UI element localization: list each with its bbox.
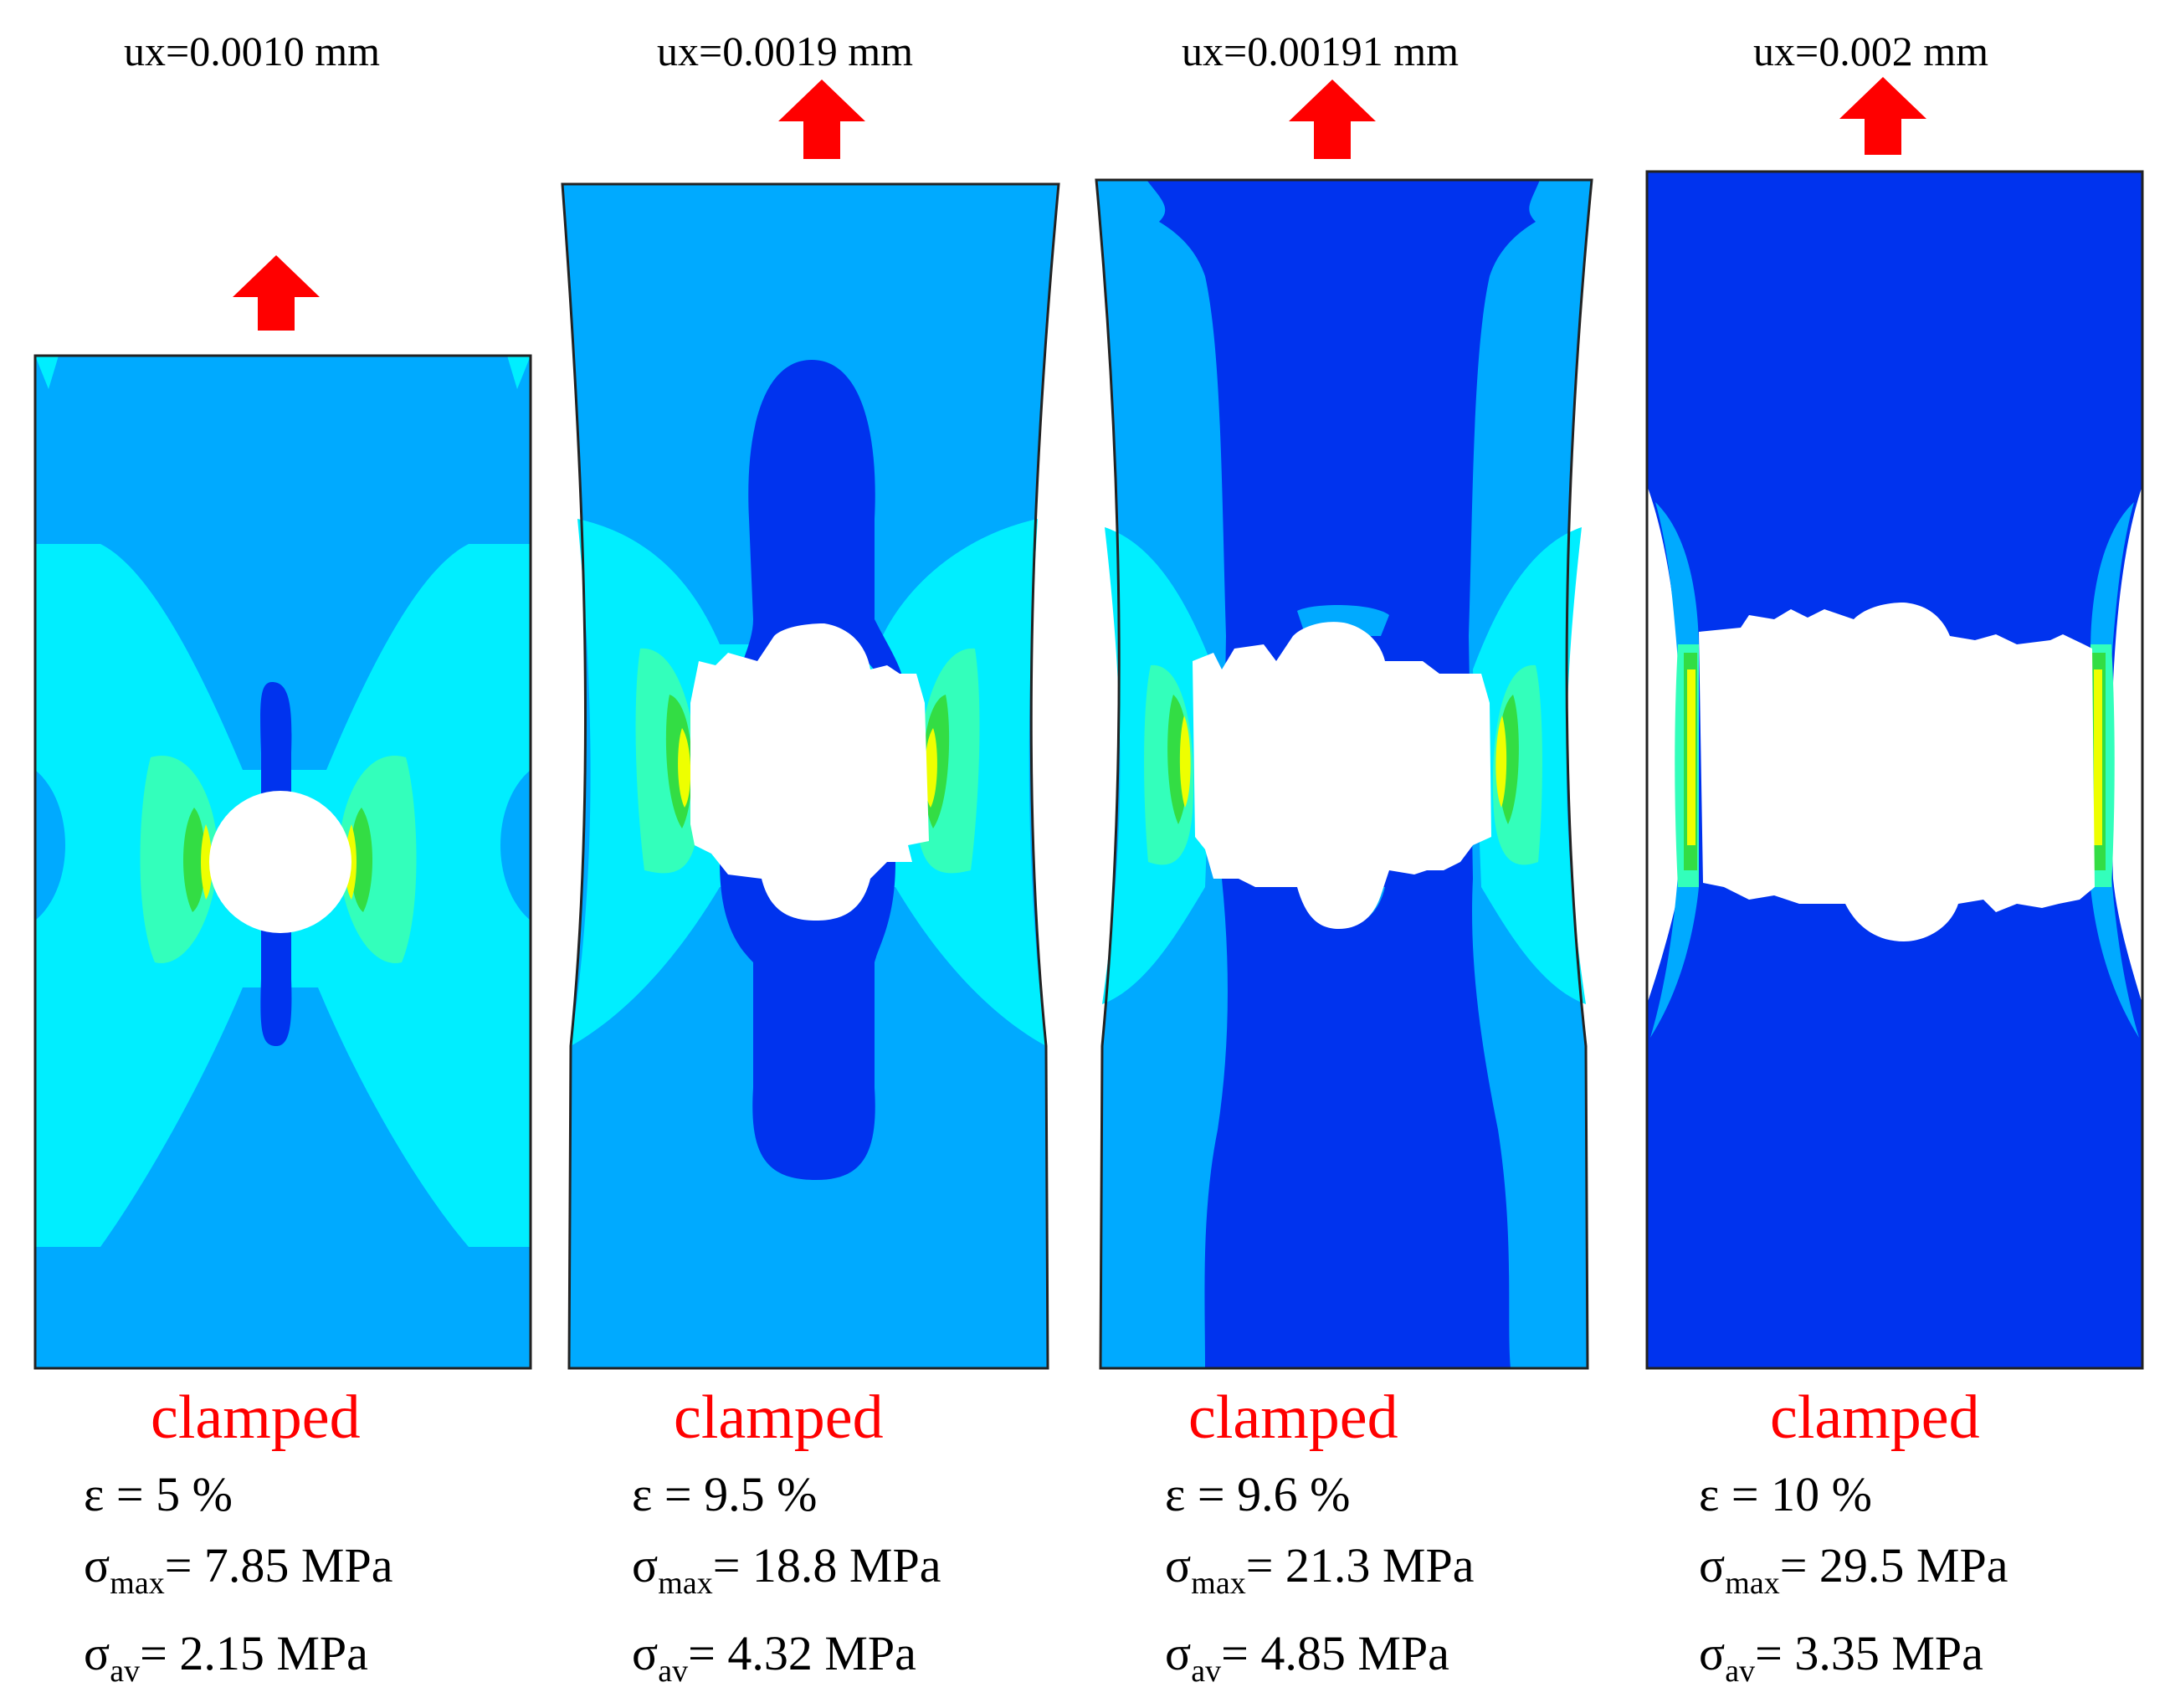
panel-2: ux=0.0019 mm clamped ε = 9.5 % σmax= 18.… — [561, 28, 1060, 1689]
panel-3-clamped-label: clamped — [1188, 1383, 1398, 1452]
up-arrow-icon — [778, 80, 865, 159]
panel-4-stress-contour — [1645, 170, 2144, 1370]
panel-3-average-stress: σav= 4.85 MPa — [1165, 1626, 1449, 1689]
panel-3: ux=0.00191 mm clamped ε = 9.6 % σmax= 21… — [1095, 28, 1593, 1689]
panel-2-strain: ε = 9.5 % — [632, 1467, 817, 1521]
panel-3-stress-contour — [1095, 178, 1593, 1370]
panel-3-strain: ε = 9.6 % — [1165, 1467, 1350, 1521]
panel-1: ux=0.0010 mm clamped ε = 5 % σmax= 7.85 … — [33, 28, 532, 1689]
panel-3-displacement-label: ux=0.00191 mm — [1182, 28, 1459, 74]
panel-1-max-stress: σmax= 7.85 MPa — [84, 1538, 392, 1601]
panel-4-average-stress: σav= 3.35 MPa — [1699, 1626, 1983, 1689]
panel-2-displacement-label: ux=0.0019 mm — [657, 28, 913, 74]
panel-2-stress-contour — [561, 182, 1060, 1370]
panel-3-max-stress: σmax= 21.3 MPa — [1165, 1538, 1474, 1601]
panel-1-displacement-label: ux=0.0010 mm — [124, 28, 380, 74]
panel-4-clamped-label: clamped — [1770, 1383, 1980, 1452]
panel-4-max-stress: σmax= 29.5 MPa — [1699, 1538, 2008, 1601]
panel-4-displacement-label: ux=0.002 mm — [1753, 28, 1988, 74]
panel-1-average-stress: σav= 2.15 MPa — [84, 1626, 368, 1689]
panel-2-clamped-label: clamped — [674, 1383, 884, 1452]
up-arrow-icon — [1289, 80, 1376, 159]
panel-4-strain: ε = 10 % — [1699, 1467, 1872, 1521]
panel-1-strain: ε = 5 % — [84, 1467, 233, 1521]
up-arrow-icon — [1839, 77, 1926, 155]
panel-2-max-stress: σmax= 18.8 MPa — [632, 1538, 941, 1601]
panel-1-clamped-label: clamped — [151, 1383, 361, 1452]
panel-2-average-stress: σav= 4.32 MPa — [632, 1626, 916, 1689]
panel-1-stress-contour — [33, 354, 532, 1370]
panel-4: ux=0.002 mm clamped ε = 10 % σmax= 29.5 … — [1645, 28, 2144, 1689]
up-arrow-icon — [233, 255, 320, 331]
